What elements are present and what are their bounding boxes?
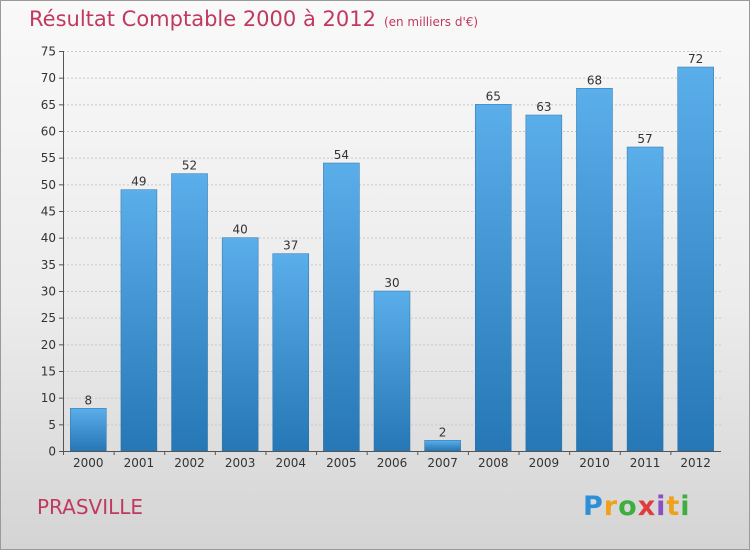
bar-2010 (576, 88, 613, 452)
bar-2005 (323, 162, 360, 452)
data-label-2010: 68 (587, 73, 602, 87)
x-tick-label-2008: 2008 (478, 456, 509, 470)
data-label-2012: 72 (688, 52, 703, 66)
data-label-2005: 54 (334, 148, 349, 162)
bar-2004 (272, 253, 310, 452)
chart-subtitle: (en milliers d'€) (383, 15, 479, 29)
data-label-2011: 57 (637, 132, 652, 146)
data-label-2009: 63 (536, 100, 551, 114)
y-tick-label: 20 (41, 338, 56, 352)
proxiti-logo: Proxiti (583, 491, 691, 522)
y-tick-label: 55 (41, 151, 56, 165)
place-name: PRASVILLE (37, 495, 144, 519)
bar-2003 (221, 237, 259, 452)
y-tick-label: 70 (41, 71, 56, 85)
x-tick-label-2007: 2007 (427, 456, 458, 470)
x-tick-label-2012: 2012 (680, 456, 711, 470)
data-label-2004: 37 (283, 239, 298, 253)
bar-2012 (677, 66, 714, 452)
bar-2008 (474, 104, 512, 452)
logo-letter: P (583, 491, 604, 522)
y-tick-label: 10 (41, 391, 56, 405)
x-tick-label-2005: 2005 (326, 456, 357, 470)
y-tick-label: 45 (41, 205, 56, 219)
x-tick-label-2010: 2010 (579, 456, 610, 470)
bar-2002 (171, 173, 208, 452)
y-tick-label: 5 (48, 418, 56, 432)
x-tick-label-2003: 2003 (225, 456, 256, 470)
y-tick-label: 35 (41, 258, 56, 272)
y-axis-ticks: 0 5 10 15 20 25 30 35 40 45 50 55 60 65 70 75 (41, 45, 63, 459)
x-tick-label-2004: 2004 (275, 456, 306, 470)
logo-letter: i (656, 491, 667, 522)
y-tick-label: 25 (41, 311, 56, 325)
logo-letter: x (637, 491, 657, 522)
y-tick-label: 40 (41, 231, 56, 245)
data-label-2007: 2 (439, 425, 447, 439)
data-labels: 8 49 52 40 37 54 30 2 65 63 68 57 72 (84, 52, 703, 439)
y-tick-label: 50 (41, 178, 56, 192)
bar-2000 (70, 408, 107, 452)
logo-letter: o (618, 491, 638, 522)
bar-2011 (626, 146, 664, 452)
y-tick-label: 75 (41, 45, 56, 59)
bar-2001 (120, 189, 158, 452)
logo-letter: r (603, 491, 619, 522)
data-label-2002: 52 (182, 159, 197, 173)
bar-2006 (373, 290, 411, 452)
data-label-2003: 40 (233, 223, 248, 237)
y-tick-label: 15 (41, 365, 56, 379)
data-label-2000: 8 (84, 393, 92, 407)
x-tick-label-2001: 2001 (124, 456, 155, 470)
data-label-2006: 30 (384, 276, 399, 290)
chart-title-text: Résultat Comptable 2000 à 2012 (29, 7, 376, 31)
x-tick-label-2011: 2011 (630, 456, 661, 470)
x-tick-label-2002: 2002 (174, 456, 205, 470)
bar-2009 (525, 114, 563, 452)
bars (70, 66, 714, 452)
y-tick-label: 0 (48, 445, 56, 459)
data-label-2008: 65 (486, 89, 501, 103)
logo-letter: i (680, 491, 691, 522)
logo-letter: t (666, 491, 681, 522)
y-tick-label: 60 (41, 125, 56, 139)
x-tick-label-2006: 2006 (377, 456, 408, 470)
y-tick-label: 30 (41, 285, 56, 299)
data-label-2001: 49 (131, 175, 146, 189)
x-tick-label-2000: 2000 (73, 456, 104, 470)
x-axis-ticks: 2000 2001 2002 2003 2004 2005 2006 2007 2008 2009… (63, 451, 711, 470)
chart-title: Résultat Comptable 2000 à 2012 (en millie… (29, 7, 478, 31)
x-tick-label-2009: 2009 (529, 456, 560, 470)
bar-2007 (424, 440, 461, 452)
y-tick-label: 65 (41, 98, 56, 112)
